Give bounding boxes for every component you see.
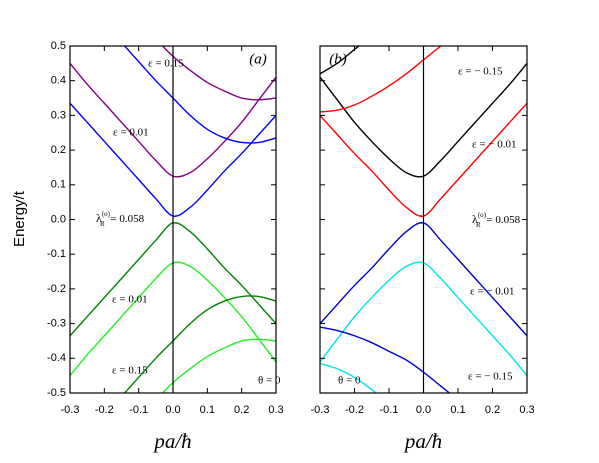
- x-tick-label: 0.3: [519, 404, 534, 416]
- annotation: ε = 0.01: [112, 294, 148, 306]
- annotation-superscript: (o): [102, 210, 111, 218]
- y-tick-label: -0.3: [47, 318, 66, 330]
- panel-label: (b): [329, 51, 347, 67]
- annotation: ε = 0.01: [113, 127, 149, 139]
- band-curve: [320, 362, 378, 393]
- y-axis-label: Energy/t: [11, 190, 28, 247]
- annotation-symbol: λ: [96, 211, 102, 225]
- y-tick-label: -0.2: [47, 283, 66, 295]
- x-tick-label: -0.3: [311, 404, 330, 416]
- annotation: ε = 0.15: [148, 58, 184, 70]
- y-tick-label: 0.4: [51, 75, 66, 87]
- annotation: λ(o) R = 0.058: [96, 210, 145, 228]
- annotation-text: = 0.058: [484, 214, 521, 226]
- x-tick-label: -0.1: [380, 404, 399, 416]
- band-curve: [320, 326, 451, 393]
- annotation-text: = 0.058: [108, 213, 145, 225]
- annotation: θ = 0: [258, 375, 281, 387]
- band-curve: [161, 46, 276, 101]
- x-tick-label: -0.1: [129, 404, 148, 416]
- annotation: ε = − 0.01: [472, 139, 517, 151]
- annotation: λ(o) R = 0.058: [472, 211, 521, 229]
- y-tick-label: -0.1: [47, 248, 66, 260]
- panel-label: (a): [249, 51, 267, 67]
- y-tick-label: 0.0: [51, 213, 66, 225]
- y-tick-label: 0.5: [51, 40, 66, 52]
- annotation-superscript: (o): [478, 211, 487, 219]
- y-tick-label: 0.2: [51, 144, 66, 156]
- x-tick-label: -0.3: [61, 404, 80, 416]
- x-tick-label: 0.3: [268, 404, 283, 416]
- x-tick-label: 0.0: [165, 404, 180, 416]
- annotation-subscript: R: [100, 220, 105, 228]
- x-tick-label: 0.2: [234, 404, 249, 416]
- x-tick-label: -0.2: [95, 404, 114, 416]
- band-curve: [123, 295, 276, 393]
- band-curve: [123, 46, 276, 144]
- y-tick-label: -0.4: [47, 352, 66, 364]
- annotation: ε = − 0.01: [470, 286, 515, 298]
- x-tick-label: 0.2: [485, 404, 500, 416]
- x-tick-label: 0.0: [416, 404, 431, 416]
- x-axis-label: pa/ħ: [403, 429, 442, 453]
- y-tick-label: -0.5: [47, 387, 66, 399]
- x-tick-label: -0.2: [345, 404, 364, 416]
- annotation: ε = − 0.15: [468, 371, 513, 383]
- annotation-symbol: λ: [472, 212, 478, 226]
- x-axis-label: pa/ħ: [152, 429, 191, 453]
- band-curve: [320, 46, 360, 75]
- annotation: ε = − 0.15: [458, 66, 503, 78]
- annotation-subscript: R: [476, 221, 481, 229]
- y-tick-label: 0.1: [51, 179, 66, 191]
- annotation: ε = 0.15: [112, 365, 148, 377]
- y-tick-label: 0.3: [51, 109, 66, 121]
- band-curve: [320, 46, 442, 113]
- band-curve: [161, 338, 276, 393]
- x-tick-label: 0.1: [450, 404, 465, 416]
- x-tick-label: 0.1: [200, 404, 215, 416]
- annotation: θ = 0: [338, 375, 361, 387]
